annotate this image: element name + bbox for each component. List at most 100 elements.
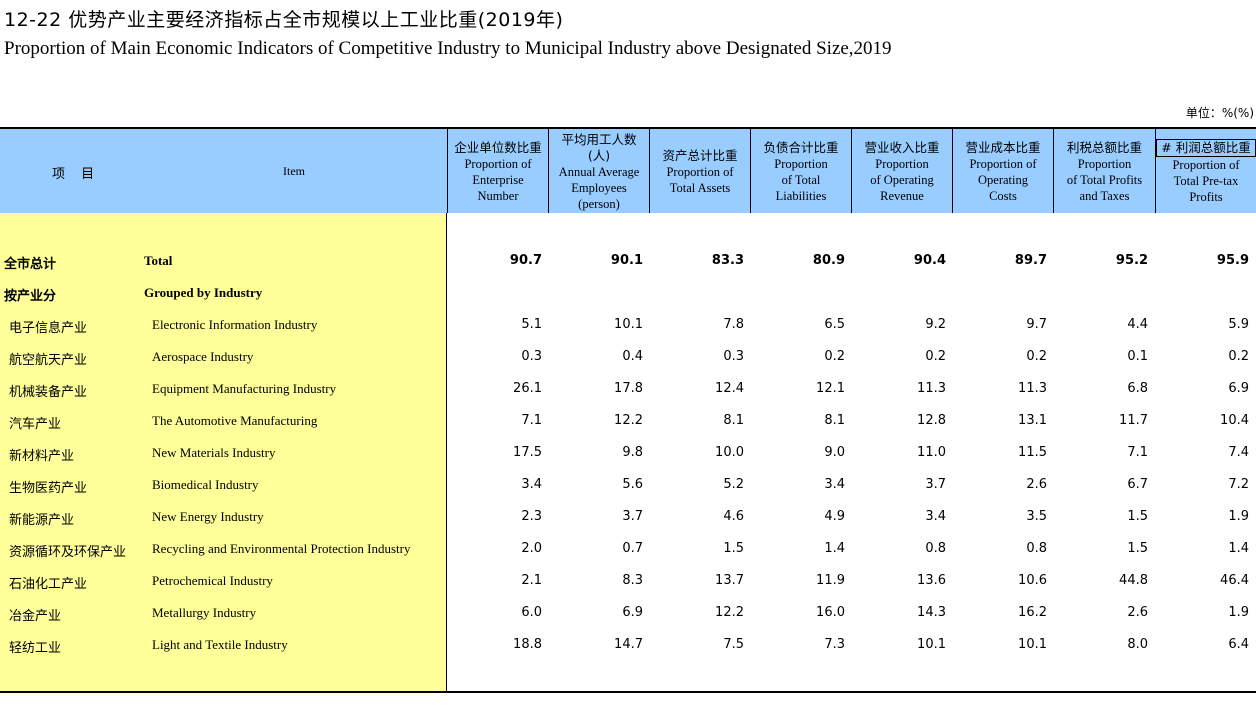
cell-value: 6.5: [824, 317, 845, 332]
cell-value: 3.5: [1026, 509, 1047, 524]
row-label-en: Light and Textile Industry: [152, 637, 288, 652]
header-col-4: 负债合计比重 Proportion of Total Liabilities: [750, 129, 851, 213]
row-label-cn: 轻纺工业: [9, 641, 62, 656]
cell-value: 7.1: [1127, 445, 1148, 460]
cell-value: 11.3: [1018, 381, 1047, 396]
cell-value: 7.3: [824, 637, 845, 652]
table-row: 航空航天产业 Aerospace Industry 0.3 0.4 0.3 0.2 0.2 0…: [0, 341, 1256, 373]
cell-value: 2.0: [521, 541, 542, 556]
cell-value: 1.4: [1228, 541, 1249, 556]
cell-value: 0.2: [1026, 349, 1047, 364]
cell-value: 16.2: [1018, 605, 1047, 620]
cell-value: 90.7: [509, 253, 542, 268]
row-label-cn: 航空航天产业: [9, 353, 88, 368]
cell-value: 2.3: [521, 509, 542, 524]
table-bottom-rule: [0, 691, 1256, 693]
cell-value: 0.3: [521, 349, 542, 364]
row-label-en: Metallurgy Industry: [152, 605, 257, 620]
cell-value: 0.2: [925, 349, 946, 364]
header-col-cn: 企业单位数比重: [454, 140, 542, 155]
table-title-en: Proportion of Main Economic Indicators o…: [4, 38, 892, 59]
cell-value: 0.2: [824, 349, 845, 364]
cell-value: 10.1: [614, 317, 643, 332]
header-col-en-line: Proportion: [875, 157, 929, 171]
header-col-en-line: Revenue: [880, 189, 924, 203]
cell-value: 5.1: [521, 317, 542, 332]
header-col-en-line: (person): [578, 197, 620, 211]
cell-value: 9.2: [925, 317, 946, 332]
cell-value: 3.7: [622, 509, 643, 524]
cell-value: 13.6: [917, 573, 946, 588]
row-label-en: New Materials Industry: [152, 445, 276, 460]
header-col-cn: 资产总计比重: [662, 148, 738, 163]
header-col-en-line: Profits: [1189, 190, 1223, 204]
cell-value: 10.1: [917, 637, 946, 652]
table-row: 机械装备产业 Equipment Manufacturing Industry 26…: [0, 373, 1256, 405]
cell-value: 0.8: [1026, 541, 1047, 556]
cell-value: 80.9: [812, 253, 845, 268]
header-col-en-line: Proportion: [774, 157, 828, 171]
header-col-en-line: Costs: [989, 189, 1017, 203]
header-col-7: 利税总额比重 Proportion of Total Profits and Taxe…: [1053, 129, 1155, 213]
header-col-2: 平均用工人数 (人) Annual Average Employees (person): [548, 129, 649, 213]
cell-value: 11.0: [917, 445, 946, 460]
cell-value: 9.0: [824, 445, 845, 460]
header-col-cn: 营业成本比重: [965, 140, 1041, 155]
header-col-en-line: Proportion: [1077, 157, 1132, 171]
cell-value: 8.1: [824, 413, 845, 428]
cell-value: 44.8: [1119, 573, 1148, 588]
cell-value: 0.1: [1127, 349, 1148, 364]
header-col-en-line: Operating: [978, 173, 1028, 187]
header-col-en-line: Total Pre-tax: [1173, 174, 1239, 188]
header-col-cn: 负债合计比重: [763, 140, 839, 155]
row-label-cn: 资源循环及环保产业: [9, 545, 127, 560]
row-label-cn: 全市总计: [4, 257, 57, 272]
item-column-background: [0, 213, 447, 691]
header-col-en-line: Proportion of: [464, 157, 532, 171]
header-col-1: 企业单位数比重 Proportion of Enterprise Number: [447, 129, 548, 213]
cell-value: 0.4: [622, 349, 643, 364]
table-row: 石油化工产业 Petrochemical Industry 2.1 8.3 13.7 11…: [0, 565, 1256, 597]
cell-value: 6.7: [1127, 477, 1148, 492]
cell-value: 1.5: [1127, 541, 1148, 556]
row-label-en: Petrochemical Industry: [152, 573, 273, 588]
header-col-en-line: Liabilities: [775, 189, 827, 203]
cell-value: 12.8: [917, 413, 946, 428]
cell-value: 3.4: [521, 477, 542, 492]
header-col-en-line: of Total: [781, 173, 821, 187]
cell-value: 4.9: [824, 509, 845, 524]
header-col-cn: 营业收入比重: [864, 140, 940, 155]
cell-value: 13.1: [1018, 413, 1047, 428]
header-col-en-line: Total Assets: [669, 181, 731, 195]
cell-value: 7.8: [723, 317, 744, 332]
table-row: 按产业分 Grouped by Industry: [0, 277, 1256, 309]
cell-value: 0.8: [925, 541, 946, 556]
cell-value: 10.0: [715, 445, 744, 460]
cell-value: 95.2: [1115, 253, 1148, 268]
cell-value: 12.4: [715, 381, 744, 396]
cell-value: 9.7: [1026, 317, 1047, 332]
cell-value: 7.4: [1228, 445, 1249, 460]
table-row: 新材料产业 New Materials Industry 17.5 9.8 10.0 9.…: [0, 437, 1256, 469]
header-col-en-line: Proportion of: [969, 157, 1037, 171]
cell-value: 26.1: [513, 381, 542, 396]
cell-value: 12.2: [715, 605, 744, 620]
row-label-cn: 冶金产业: [9, 609, 62, 624]
header-col-3: 资产总计比重 Proportion of Total Assets: [649, 129, 750, 213]
cell-value: 18.8: [513, 637, 542, 652]
cell-value: 13.7: [715, 573, 744, 588]
row-label-en: The Automotive Manufacturing: [152, 413, 318, 428]
row-label-en: Aerospace Industry: [152, 349, 254, 364]
header-col-cn: # 利润总额比重: [1156, 139, 1256, 157]
cell-value: 10.4: [1220, 413, 1249, 428]
table-row: 轻纺工业 Light and Textile Industry 18.8 14.7 7.…: [0, 629, 1256, 661]
cell-value: 7.5: [723, 637, 744, 652]
cell-value: 5.2: [723, 477, 744, 492]
cell-value: 14.3: [917, 605, 946, 620]
cell-value: 11.7: [1119, 413, 1148, 428]
cell-value: 7.2: [1228, 477, 1249, 492]
header-col-cn-unit: (人): [587, 148, 611, 163]
cell-value: 4.4: [1127, 317, 1148, 332]
cell-value: 46.4: [1220, 573, 1249, 588]
row-label-en: Grouped by Industry: [144, 285, 263, 300]
